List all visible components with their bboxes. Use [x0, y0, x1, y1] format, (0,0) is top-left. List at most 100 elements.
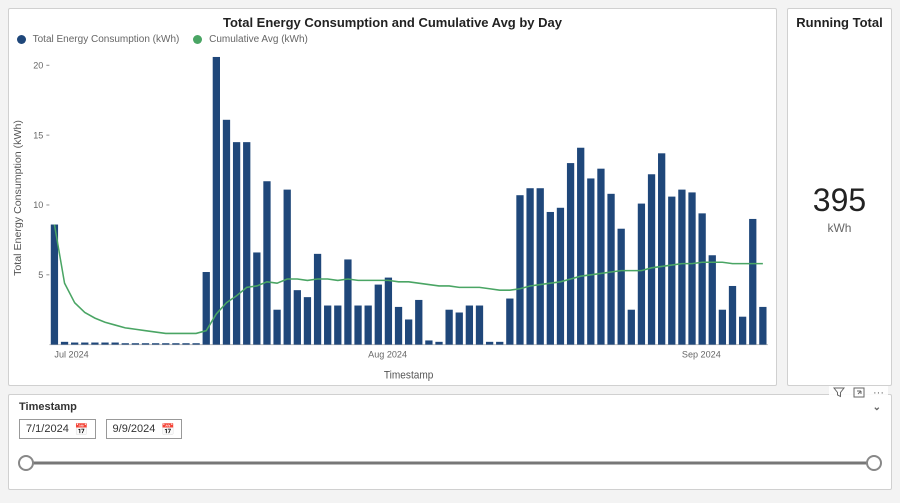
timestamp-slicer: Timestamp ⌄ 7/1/2024 📅 9/9/2024 📅: [8, 394, 892, 490]
slicer-title: Timestamp: [19, 401, 77, 413]
chart-legend: Total Energy Consumption (kWh) Cumulativ…: [9, 32, 776, 45]
bar[interactable]: [253, 252, 260, 344]
slider-rail: [19, 462, 881, 465]
bar[interactable]: [172, 343, 179, 344]
svg-text:10: 10: [33, 200, 43, 210]
bar[interactable]: [385, 278, 392, 345]
bar[interactable]: [71, 343, 78, 345]
bar[interactable]: [122, 343, 129, 344]
svg-text:Timestamp: Timestamp: [384, 370, 434, 381]
bar[interactable]: [537, 188, 544, 344]
more-options-icon[interactable]: ···: [871, 387, 886, 401]
bar[interactable]: [142, 343, 149, 344]
svg-text:15: 15: [33, 130, 43, 140]
svg-text:Aug 2024: Aug 2024: [368, 349, 407, 359]
bar[interactable]: [91, 343, 98, 345]
slicer-start-date-input[interactable]: 7/1/2024 📅: [19, 419, 96, 439]
bar[interactable]: [607, 194, 614, 345]
bar[interactable]: [203, 272, 210, 345]
slicer-slider[interactable]: [19, 453, 881, 473]
bar[interactable]: [435, 342, 442, 345]
bar[interactable]: [506, 299, 513, 345]
slider-thumb-start[interactable]: [18, 455, 34, 471]
bar[interactable]: [466, 306, 473, 345]
bar[interactable]: [365, 306, 372, 345]
bar[interactable]: [567, 163, 574, 345]
bar[interactable]: [739, 317, 746, 345]
bar[interactable]: [628, 310, 635, 345]
bar[interactable]: [324, 306, 331, 345]
bar[interactable]: [182, 343, 189, 344]
chart-svg: 5101520Jul 2024Aug 2024Sep 2024Timestamp…: [9, 45, 776, 385]
bar[interactable]: [112, 343, 119, 345]
bar[interactable]: [344, 259, 351, 344]
legend-label-line: Cumulative Avg (kWh): [209, 34, 308, 45]
bar[interactable]: [415, 300, 422, 345]
bar[interactable]: [648, 174, 655, 344]
bar[interactable]: [526, 188, 533, 344]
chart-card: Total Energy Consumption and Cumulative …: [8, 8, 777, 386]
chart-plot-area[interactable]: 5101520Jul 2024Aug 2024Sep 2024Timestamp…: [9, 45, 776, 385]
slider-thumb-end[interactable]: [866, 455, 882, 471]
bar[interactable]: [699, 213, 706, 344]
bar[interactable]: [719, 310, 726, 345]
bar[interactable]: [516, 195, 523, 344]
bar[interactable]: [152, 343, 159, 344]
bar[interactable]: [759, 307, 766, 345]
kpi-card: Running Total 395 kWh: [787, 8, 892, 386]
slicer-end-date-input[interactable]: 9/9/2024 📅: [106, 419, 183, 439]
bar[interactable]: [425, 340, 432, 344]
bar[interactable]: [618, 229, 625, 345]
bar[interactable]: [557, 208, 564, 345]
bar[interactable]: [486, 342, 493, 345]
bar[interactable]: [192, 343, 199, 344]
bar[interactable]: [729, 286, 736, 345]
bar[interactable]: [273, 310, 280, 345]
bar[interactable]: [658, 153, 665, 344]
bar[interactable]: [61, 342, 68, 345]
bar[interactable]: [678, 190, 685, 345]
calendar-icon[interactable]: 📅: [75, 423, 89, 436]
bar[interactable]: [638, 204, 645, 345]
bar[interactable]: [456, 313, 463, 345]
calendar-icon[interactable]: 📅: [161, 423, 175, 436]
bar[interactable]: [243, 142, 250, 344]
bar[interactable]: [597, 169, 604, 345]
focus-mode-icon[interactable]: [851, 387, 867, 401]
bar[interactable]: [547, 212, 554, 345]
bar[interactable]: [263, 181, 270, 344]
legend-item-line[interactable]: Cumulative Avg (kWh): [193, 34, 308, 45]
cumulative-avg-line[interactable]: [54, 225, 762, 334]
bar[interactable]: [577, 148, 584, 345]
bar[interactable]: [314, 254, 321, 345]
legend-item-bar[interactable]: Total Energy Consumption (kWh): [17, 34, 179, 45]
bar[interactable]: [233, 142, 240, 344]
bar[interactable]: [223, 120, 230, 345]
bar[interactable]: [405, 319, 412, 344]
bar[interactable]: [445, 310, 452, 345]
bar[interactable]: [375, 285, 382, 345]
filter-icon[interactable]: [831, 387, 847, 401]
svg-text:Total Energy Consumption (kWh): Total Energy Consumption (kWh): [13, 120, 24, 276]
bar[interactable]: [334, 306, 341, 345]
bar[interactable]: [81, 343, 88, 345]
bar[interactable]: [587, 178, 594, 344]
bar[interactable]: [668, 197, 675, 345]
bar[interactable]: [213, 57, 220, 345]
bar[interactable]: [304, 297, 311, 344]
bar[interactable]: [354, 306, 361, 345]
bar[interactable]: [284, 190, 291, 345]
bar[interactable]: [749, 219, 756, 345]
bar[interactable]: [476, 306, 483, 345]
bar[interactable]: [294, 290, 301, 344]
slicer-collapse-icon[interactable]: ⌄: [873, 402, 881, 413]
bar[interactable]: [162, 343, 169, 344]
legend-label-bar: Total Energy Consumption (kWh): [33, 34, 180, 45]
bar[interactable]: [395, 307, 402, 345]
bar[interactable]: [688, 192, 695, 344]
bar[interactable]: [496, 342, 503, 345]
bar[interactable]: [132, 343, 139, 344]
bar[interactable]: [101, 343, 108, 345]
bar[interactable]: [709, 255, 716, 344]
kpi-value: 395: [813, 182, 866, 219]
